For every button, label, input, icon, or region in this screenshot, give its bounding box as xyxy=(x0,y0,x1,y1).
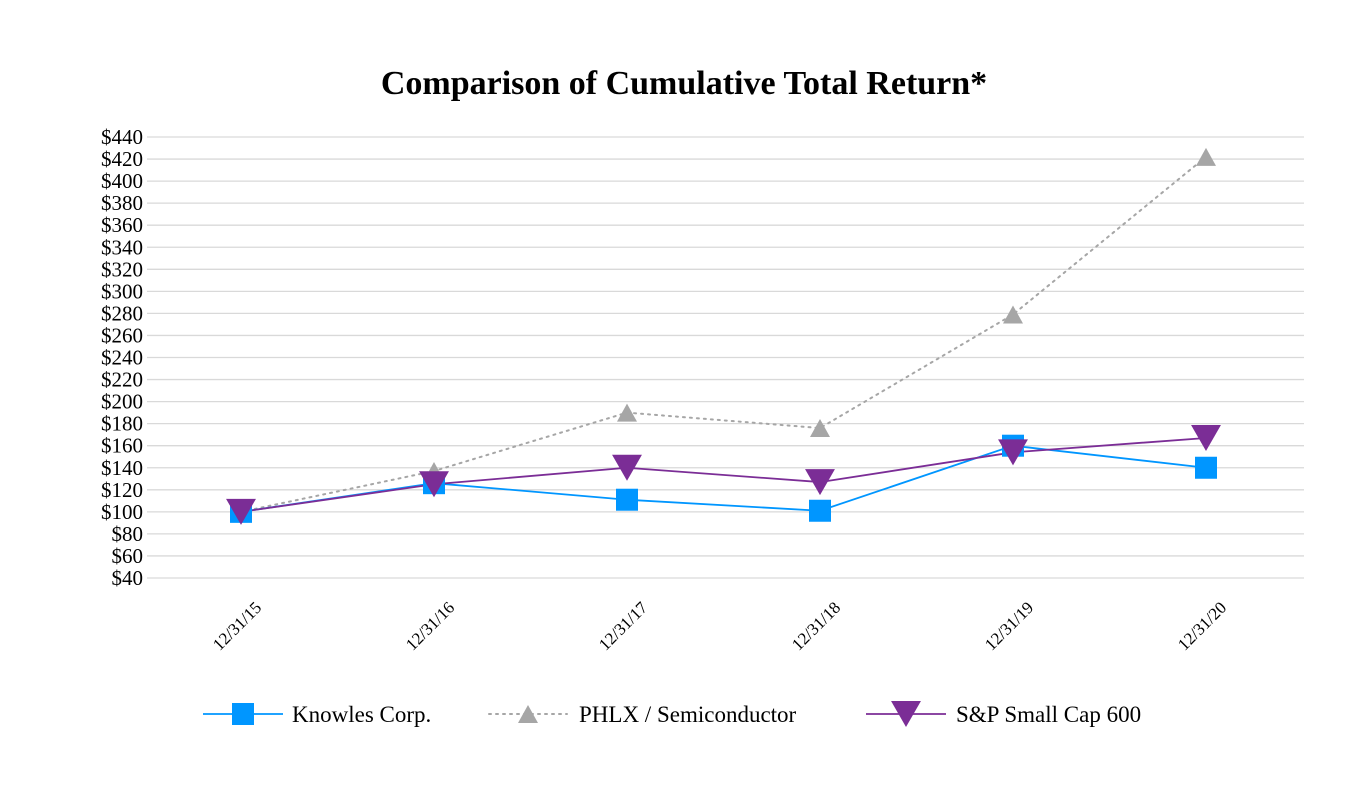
y-tick-label: $440 xyxy=(101,125,143,149)
y-tick-label: $180 xyxy=(101,412,143,436)
legend-item: S&P Small Cap 600 xyxy=(866,701,1141,727)
y-tick-label: $220 xyxy=(101,368,143,392)
x-tick-label: 12/31/19 xyxy=(981,598,1037,654)
x-axis-ticks: 12/31/15 12/31/16 12/31/17 12/31/18 12/31/19… xyxy=(209,598,1230,655)
y-tick-label: $400 xyxy=(101,169,143,193)
triangle-down-marker xyxy=(612,454,642,481)
triangle-down-marker xyxy=(1191,424,1221,451)
x-tick-label: 12/31/16 xyxy=(402,598,458,654)
y-tick-label: $100 xyxy=(101,500,143,524)
x-tick-label: 12/31/15 xyxy=(209,598,265,654)
legend-label: S&P Small Cap 600 xyxy=(956,702,1141,727)
square-marker xyxy=(809,499,831,522)
legend-item: Knowles Corp. xyxy=(203,702,431,727)
square-marker xyxy=(1195,456,1217,479)
x-tick-label: 12/31/20 xyxy=(1174,598,1230,654)
legend-label: Knowles Corp. xyxy=(292,702,431,727)
triangle-down-marker xyxy=(998,439,1028,466)
triangle-down-marker xyxy=(805,469,835,496)
series-line-0 xyxy=(240,444,1207,513)
series-line-2 xyxy=(240,437,1207,513)
y-tick-label: $140 xyxy=(101,456,143,480)
gridlines xyxy=(147,136,1304,579)
y-tick-label: $240 xyxy=(101,346,143,370)
triangle-down-marker xyxy=(419,471,449,498)
triangle-down-marker xyxy=(891,701,921,727)
y-tick-label: $340 xyxy=(101,235,143,259)
y-tick-label: $260 xyxy=(101,323,143,347)
triangle-up-marker xyxy=(1196,147,1216,166)
x-tick-label: 12/31/18 xyxy=(788,598,844,654)
legend-item: PHLX / Semiconductor xyxy=(488,702,797,727)
triangle-up-marker xyxy=(1003,305,1023,324)
legend: Knowles Corp. PHLX / Semiconductor S&P Sma… xyxy=(203,701,1141,727)
square-marker xyxy=(232,703,254,725)
square-marker xyxy=(616,488,638,511)
y-tick-label: $300 xyxy=(101,279,143,303)
y-tick-label: $420 xyxy=(101,147,143,171)
y-tick-label: $120 xyxy=(101,478,143,502)
legend-label: PHLX / Semiconductor xyxy=(579,702,797,727)
y-tick-label: $80 xyxy=(112,522,144,546)
series-line-1 xyxy=(240,155,1207,513)
series-layer xyxy=(226,147,1221,525)
triangle-up-marker xyxy=(810,419,830,438)
y-tick-label: $360 xyxy=(101,213,143,237)
y-tick-label: $200 xyxy=(101,390,143,414)
triangle-down-marker xyxy=(226,498,256,525)
triangle-up-marker xyxy=(617,403,637,422)
y-tick-label: $380 xyxy=(101,191,143,215)
y-tick-label: $160 xyxy=(101,434,143,458)
y-tick-label: $40 xyxy=(112,566,144,590)
y-tick-label: $320 xyxy=(101,257,143,281)
triangle-up-marker xyxy=(518,705,538,723)
chart-title: Comparison of Cumulative Total Return* xyxy=(381,65,987,102)
y-axis-ticks: $40$60$80$100$120$140$160$180$200$220$24… xyxy=(101,125,143,590)
x-tick-label: 12/31/17 xyxy=(595,598,652,655)
y-tick-label: $60 xyxy=(112,544,144,568)
y-tick-label: $280 xyxy=(101,301,143,325)
